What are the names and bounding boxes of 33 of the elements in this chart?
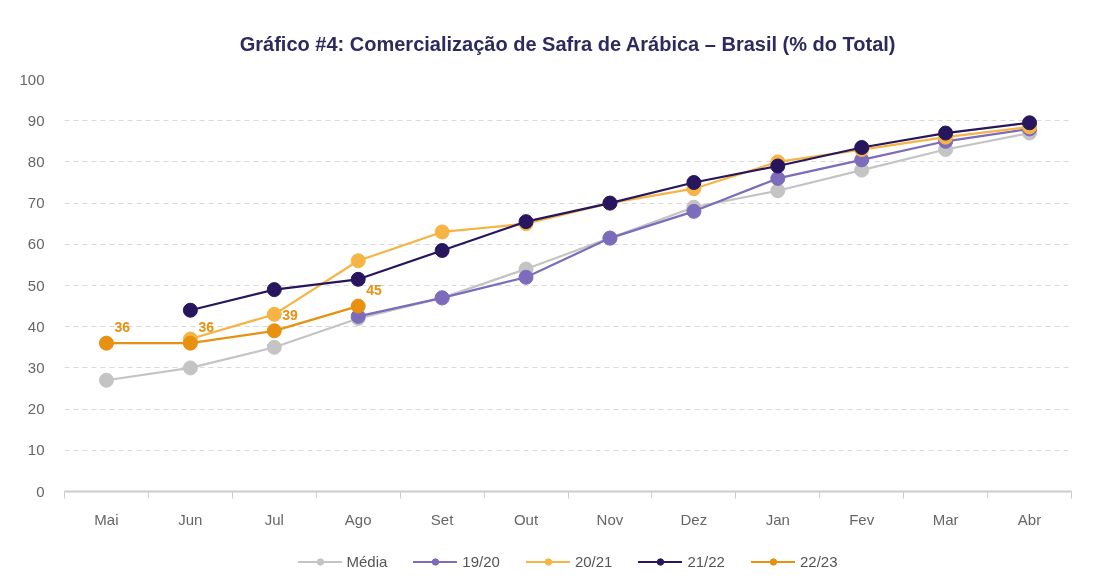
x-tick-label: Dez [680,510,708,528]
data-label: 39 [282,306,299,323]
legend-label: 22/23 [799,552,838,570]
x-tick-label: Out [513,510,539,528]
data-label: 36 [114,319,131,336]
x-tick-label: Mai [94,510,119,528]
x-tick-label: Ago [344,510,372,528]
chart-title: Gráfico #4: Comercialização de Safra de Arábica – Brasil (% do Total) [239,33,896,55]
y-tick-label: 60 [27,235,45,253]
x-tick-label: Jun [178,510,203,528]
x-tick-label: Fev [849,510,875,528]
legend-label: Média [346,552,388,570]
data-label: 45 [366,282,382,299]
x-tick-label: Set [430,510,455,528]
x-tick-label: Abr [1017,510,1042,528]
legend-label: 19/20 [462,552,500,570]
x-tick-label: Nov [596,510,624,528]
y-tick-label: 70 [27,194,45,212]
y-tick-label: 50 [27,276,45,294]
data-label: 36 [198,319,215,336]
y-tick-label: 30 [27,358,45,376]
y-tick-label: 20 [27,400,45,418]
legend-label: 21/22 [687,552,725,570]
y-tick-label: 80 [27,152,45,170]
x-tick-label: Jul [264,510,284,528]
x-tick-label: Mar [932,510,959,528]
y-tick-label: 10 [27,441,45,459]
y-tick-label: 0 [36,482,45,500]
y-tick-label: 90 [27,111,45,129]
y-tick-label: 100 [19,70,45,88]
x-tick-label: Jan [765,510,790,528]
legend-label: 20/21 [574,552,613,570]
y-tick-label: 40 [27,317,45,335]
